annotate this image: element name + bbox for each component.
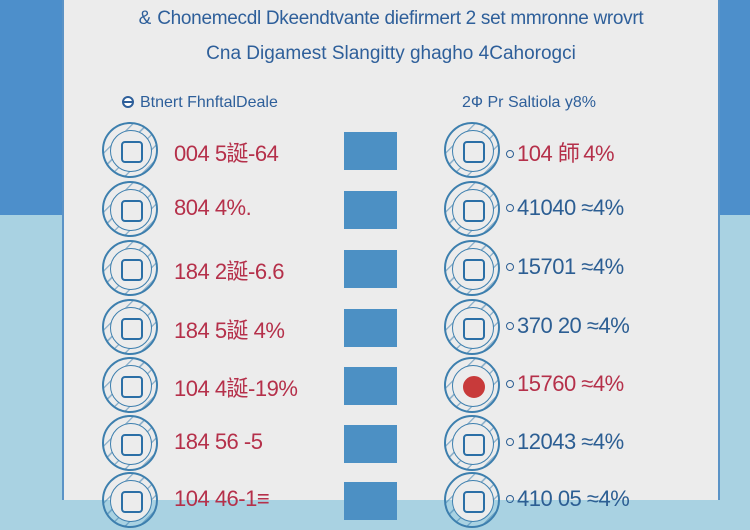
right-column-heading: 2Ф Pr Saltiola y8% xyxy=(462,94,596,111)
table-row: 104 4誕-19% 15760 ≈4% xyxy=(64,357,718,415)
minus-circle-icon xyxy=(122,96,134,108)
right-value-text: 12043 ≈4% xyxy=(517,429,624,454)
right-value-text: 370 20 ≈4% xyxy=(517,313,630,338)
clipboard-icon xyxy=(102,415,158,471)
right-value-text: 41040 ≈4% xyxy=(517,195,624,220)
table-row: 184 2誕-6.6 15701 ≈4% xyxy=(64,240,718,298)
blue-marker xyxy=(344,367,397,405)
card-icon xyxy=(102,472,158,528)
table-row: 184 56 -5 12043 ≈4% xyxy=(64,415,718,473)
blue-marker xyxy=(344,425,397,463)
table-row: 104 46-1≡ 410 05 ≈4% xyxy=(64,472,718,530)
table-row: 184 5誕 4% 370 20 ≈4% xyxy=(64,299,718,357)
right-value: 15760 ≈4% xyxy=(506,371,624,397)
right-value: 370 20 ≈4% xyxy=(506,313,630,339)
page-title: & Chonemecdl Dkeendtvante diefirmert 2 s… xyxy=(138,8,644,29)
bullet-icon xyxy=(506,322,514,330)
blue-marker xyxy=(344,191,397,229)
right-value: 104 師 4% xyxy=(506,136,615,168)
bullet-icon xyxy=(506,204,514,212)
bullet-icon xyxy=(506,263,514,271)
bullet-icon xyxy=(506,495,514,503)
blue-marker xyxy=(344,250,397,288)
left-value: 104 4誕-19% xyxy=(174,376,298,401)
left-column-heading: Btnert FhnftalDeale xyxy=(122,94,278,112)
lamp-icon xyxy=(444,472,500,528)
table-row: 004 5誕-64 104 師 4% xyxy=(64,122,718,180)
right-value: 15701 ≈4% xyxy=(506,254,624,280)
right-value: 41040 ≈4% xyxy=(506,195,624,221)
bullet-icon xyxy=(506,150,514,158)
monitor-icon xyxy=(444,122,500,178)
blue-marker xyxy=(344,132,397,170)
molecule-icon xyxy=(102,240,158,296)
left-heading-text: Btnert FhnftalDeale xyxy=(140,94,278,111)
right-value-text: 104 師 4% xyxy=(517,141,615,166)
infographic-card: & Chonemecdl Dkeendtvante diefirmert 2 s… xyxy=(62,0,720,528)
right-value: 410 05 ≈4% xyxy=(506,486,630,512)
left-value: 104 46-1≡ xyxy=(174,486,270,511)
heart-badge-icon xyxy=(444,357,500,413)
blue-marker xyxy=(344,482,397,520)
right-value: 12043 ≈4% xyxy=(506,429,624,455)
right-value-text: 15760 ≈4% xyxy=(517,371,624,396)
bullet-icon xyxy=(506,438,514,446)
hand-icon xyxy=(102,299,158,355)
gauge-icon xyxy=(102,122,158,178)
bar-chart-icon xyxy=(102,357,158,413)
camera-icon xyxy=(102,181,158,237)
left-value: 184 5誕 4% xyxy=(174,318,285,343)
left-value: 004 5誕-64 xyxy=(174,141,279,166)
table-row: 804 4%. 41040 ≈4% xyxy=(64,181,718,239)
hand-drawn-icon xyxy=(444,299,500,355)
page-subtitle: Cna Digamest Slangitty ghagho 4Cahorogci xyxy=(206,43,576,64)
bullet-icon xyxy=(506,380,514,388)
grapes-icon xyxy=(444,240,500,296)
left-value: 804 4%. xyxy=(174,195,252,220)
right-value-text: 410 05 ≈4% xyxy=(517,486,630,511)
right-value-text: 15701 ≈4% xyxy=(517,254,624,279)
document-icon xyxy=(444,181,500,237)
blue-marker xyxy=(344,309,397,347)
globe-icon xyxy=(444,415,500,471)
left-value: 184 56 -5 xyxy=(174,429,263,454)
left-value: 184 2誕-6.6 xyxy=(174,259,284,284)
